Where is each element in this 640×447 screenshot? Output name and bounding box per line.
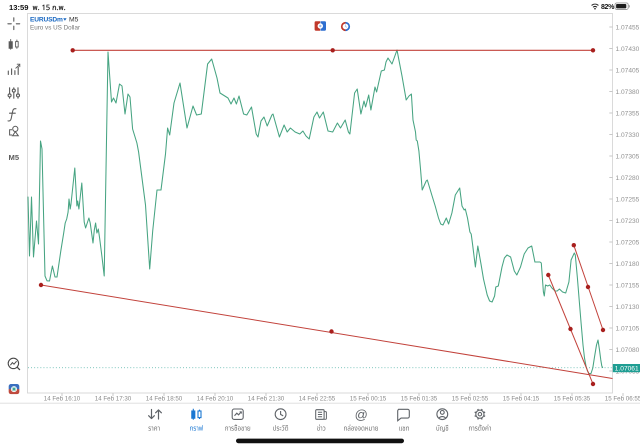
svg-text:1.07061: 1.07061 bbox=[615, 366, 639, 373]
svg-text:15 Feb 02:55: 15 Feb 02:55 bbox=[452, 396, 489, 403]
svg-text:14 Feb 21:30: 14 Feb 21:30 bbox=[248, 396, 285, 403]
svg-text:15 Feb 04:15: 15 Feb 04:15 bbox=[503, 396, 540, 403]
svg-text:1.07155: 1.07155 bbox=[616, 282, 640, 289]
svg-text:M5: M5 bbox=[9, 153, 20, 162]
svg-text:1.07455: 1.07455 bbox=[616, 24, 640, 31]
svg-text:14 Feb 20:10: 14 Feb 20:10 bbox=[197, 396, 234, 403]
svg-text:M5: M5 bbox=[69, 16, 79, 23]
svg-text:Euro vs US Dollar: Euro vs US Dollar bbox=[30, 25, 80, 32]
svg-text:1.07130: 1.07130 bbox=[616, 304, 640, 311]
svg-text:1.07430: 1.07430 bbox=[616, 46, 640, 53]
svg-text:1.07405: 1.07405 bbox=[616, 67, 640, 74]
svg-text:14 Feb 17:30: 14 Feb 17:30 bbox=[95, 396, 132, 403]
svg-text:EURUSDm: EURUSDm bbox=[30, 16, 63, 23]
svg-text:1.07230: 1.07230 bbox=[616, 218, 640, 225]
svg-text:82%: 82% bbox=[601, 4, 615, 11]
svg-text:1.07105: 1.07105 bbox=[616, 325, 640, 332]
svg-text:1.07355: 1.07355 bbox=[616, 110, 640, 117]
svg-text:14 Feb 18:50: 14 Feb 18:50 bbox=[146, 396, 183, 403]
svg-text:1.07080: 1.07080 bbox=[616, 347, 640, 354]
svg-text:1.07330: 1.07330 bbox=[616, 132, 640, 139]
svg-text:14 Feb 22:55: 14 Feb 22:55 bbox=[299, 396, 336, 403]
svg-text:15 Feb 05:35: 15 Feb 05:35 bbox=[554, 396, 591, 403]
svg-text:15 Feb 00:15: 15 Feb 00:15 bbox=[350, 396, 387, 403]
svg-text:15 Feb 06:55: 15 Feb 06:55 bbox=[605, 396, 640, 403]
svg-text:13:59: 13:59 bbox=[9, 3, 28, 12]
svg-text:1.07380: 1.07380 bbox=[616, 89, 640, 96]
svg-text:1.07305: 1.07305 bbox=[616, 153, 640, 160]
svg-text:1.07180: 1.07180 bbox=[616, 261, 640, 268]
svg-text:1.07255: 1.07255 bbox=[616, 196, 640, 203]
svg-text:15 Feb 01:35: 15 Feb 01:35 bbox=[401, 396, 438, 403]
svg-text:1.07280: 1.07280 bbox=[616, 175, 640, 182]
svg-text:@: @ bbox=[355, 407, 368, 422]
svg-text:1.07205: 1.07205 bbox=[616, 239, 640, 246]
svg-text:14 Feb 16:10: 14 Feb 16:10 bbox=[44, 396, 81, 403]
